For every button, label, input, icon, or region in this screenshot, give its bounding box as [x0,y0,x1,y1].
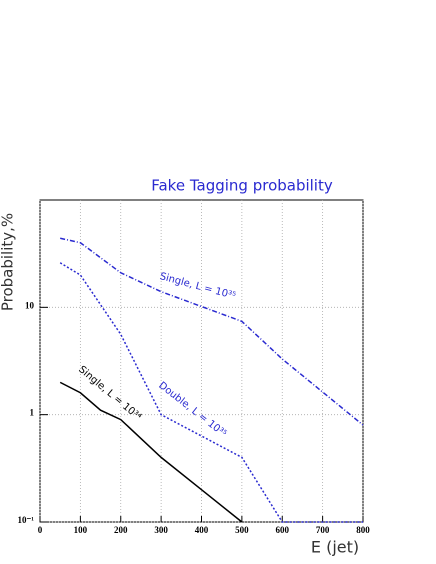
y-tick-label: 10 [25,300,35,310]
x-tick-label: 200 [114,525,128,535]
series-line [59,381,243,523]
x-tick-label: 400 [195,525,209,535]
x-tick-label: 600 [276,525,290,535]
x-tick-label: 100 [74,525,88,535]
x-tick-label: 700 [316,525,330,535]
series-label: Single, L = 10³⁵ [158,271,236,302]
x-axis-label: E (jet) [311,538,359,557]
x-tick-label: 300 [154,525,168,535]
x-tick-label: 800 [356,525,370,535]
y-tick-label: 1 [30,408,35,418]
series-line [60,237,364,426]
y-tick-label: 10⁻¹ [18,515,35,525]
series-line [59,262,363,523]
x-tick-label: 0 [38,525,43,535]
y-axis-label: Probability,% [0,213,17,311]
chart-title: Fake Tagging probability [151,177,333,195]
x-tick-label: 500 [235,525,249,535]
